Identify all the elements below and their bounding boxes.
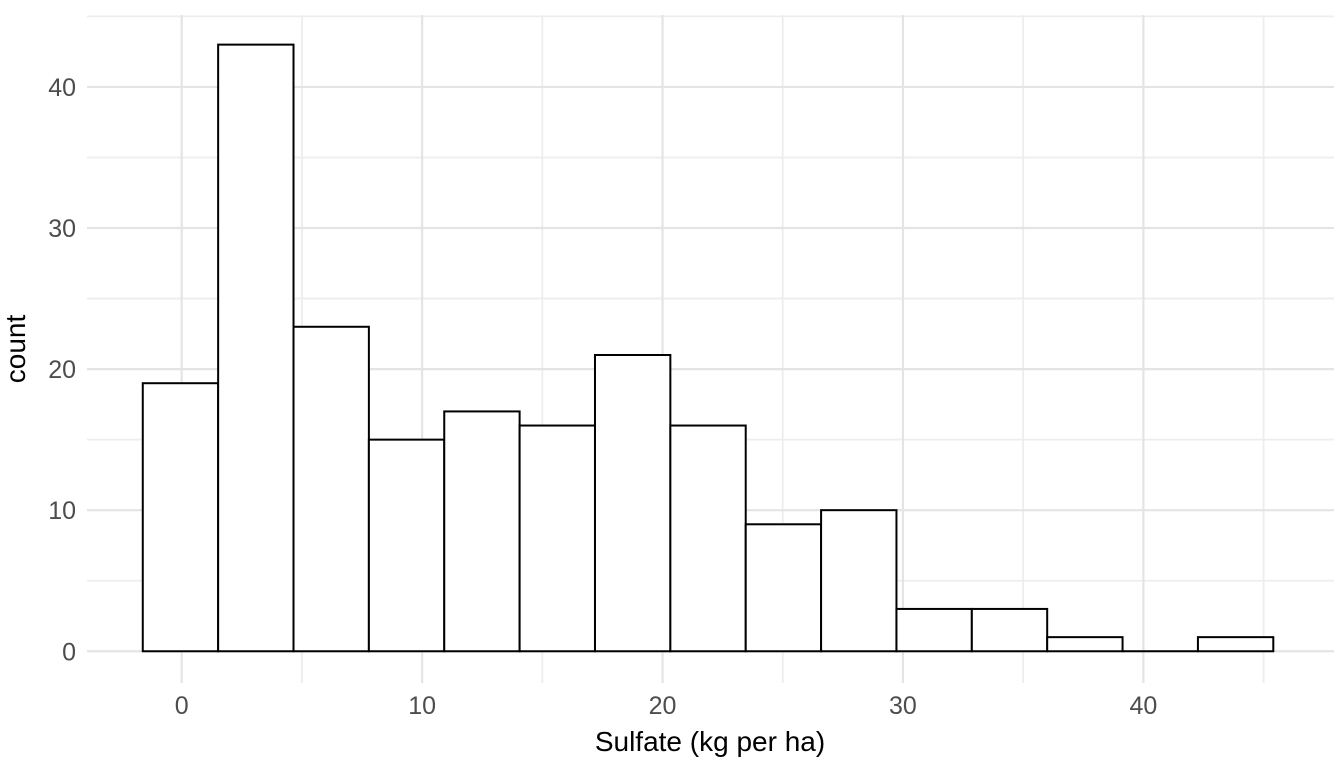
histogram-bar: [443, 410, 521, 653]
y-tick-label: 40: [48, 74, 76, 102]
histogram-bar: [217, 43, 295, 653]
x-tick-label: 20: [649, 692, 677, 720]
histogram-bar: [895, 607, 973, 653]
histogram-bar: [593, 353, 672, 653]
histogram-bar: [1196, 636, 1275, 653]
y-tick-label: 30: [48, 215, 76, 243]
x-tick-label: 0: [175, 692, 189, 720]
x-tick-label: 30: [889, 692, 917, 720]
histogram-bar: [970, 607, 1049, 653]
x-axis-tick-labels: 0 10 20 30 40: [175, 692, 1157, 720]
y-axis-tick-labels: 0 10 20 30 40: [48, 74, 76, 666]
histogram-bar: [744, 523, 823, 653]
histogram-bar: [669, 424, 747, 653]
histogram-bar: [141, 382, 220, 653]
histogram-bar: [367, 438, 446, 653]
histogram-bar: [518, 424, 596, 653]
histogram-bar: [1046, 636, 1124, 653]
y-tick-label: 0: [62, 638, 76, 666]
y-axis-title: count: [0, 315, 31, 384]
x-tick-label: 10: [408, 692, 436, 720]
x-tick-label: 40: [1129, 692, 1157, 720]
x-axis-title: Sulfate (kg per ha): [595, 726, 825, 757]
histogram-bars: [141, 43, 1275, 653]
histogram-bar: [292, 325, 370, 653]
histogram-bar: [820, 509, 898, 653]
y-tick-label: 10: [48, 497, 76, 525]
y-tick-label: 20: [48, 356, 76, 384]
